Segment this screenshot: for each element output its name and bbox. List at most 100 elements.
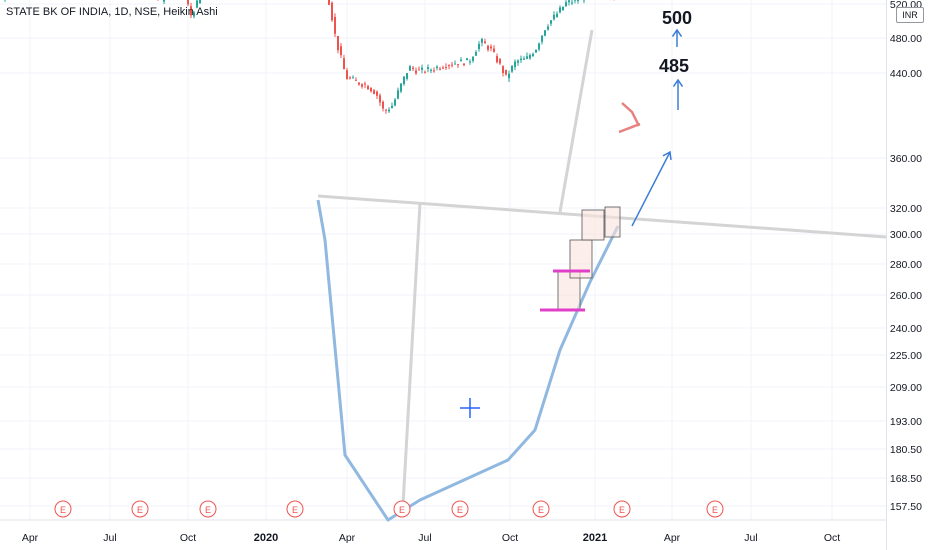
candle — [397, 87, 399, 100]
y-tick-label: 260.00 — [890, 290, 922, 302]
candle-body — [199, 0, 201, 4]
projection-arrow — [631, 150, 672, 227]
x-tick-label: 2021 — [583, 532, 607, 544]
candle — [565, 0, 567, 7]
candle — [451, 61, 453, 68]
candle-body — [400, 83, 402, 92]
candle — [364, 81, 366, 89]
candle — [418, 66, 420, 71]
earnings-circle — [451, 500, 469, 518]
candle-body — [430, 69, 432, 71]
projection-arrow — [672, 78, 684, 110]
candle-body — [397, 90, 399, 99]
y-tick-label: 440.00 — [890, 68, 922, 80]
candle — [514, 59, 516, 71]
y-tick-label: 280.00 — [890, 259, 922, 271]
consolidation-box — [569, 239, 593, 279]
arrow-head — [672, 78, 684, 88]
x-tick-label: Apr — [664, 532, 681, 544]
candle — [511, 65, 513, 73]
candle — [391, 102, 393, 109]
y-tick-label: 180.50 — [890, 444, 922, 456]
candle — [520, 55, 522, 63]
candle-body — [460, 59, 462, 62]
earnings-label: E — [399, 505, 405, 515]
earnings-circle — [706, 500, 724, 518]
candle-body — [478, 43, 480, 50]
candle-body — [364, 83, 366, 85]
x-tick-label: Jul — [103, 532, 116, 544]
currency-badge[interactable]: INR — [896, 7, 924, 23]
candle-body — [454, 63, 456, 65]
candle-body — [385, 109, 387, 111]
candle — [412, 65, 414, 71]
arrow-head — [662, 150, 672, 161]
candle-body — [406, 73, 408, 79]
candle-body — [340, 46, 342, 56]
earnings-circle — [393, 500, 411, 518]
candle-body — [361, 84, 363, 87]
candle — [481, 37, 483, 47]
candle — [568, 0, 570, 6]
candle-body — [418, 69, 420, 71]
earnings-label: E — [137, 505, 143, 515]
candle — [427, 64, 429, 73]
candle-body — [487, 45, 489, 50]
candle — [517, 59, 519, 66]
candle-body — [469, 61, 471, 63]
candle — [433, 67, 435, 73]
candle-body — [532, 53, 534, 57]
earnings-label: E — [538, 505, 544, 515]
candle-body — [424, 71, 426, 73]
candle-body — [484, 41, 486, 44]
candle — [388, 107, 390, 113]
candle — [523, 56, 525, 60]
candle — [196, 0, 198, 9]
candle-body — [541, 35, 543, 42]
candle-body — [373, 90, 375, 94]
candle-body — [382, 101, 384, 109]
candle-body — [352, 77, 354, 79]
candle-body — [523, 58, 525, 60]
candle — [505, 69, 507, 76]
y-tick-label: 240.00 — [890, 323, 922, 335]
candle — [394, 98, 396, 107]
candle — [499, 57, 501, 65]
candle — [379, 93, 381, 106]
candle — [472, 55, 474, 63]
candle-body — [475, 52, 477, 56]
candle — [547, 24, 549, 31]
x-tick-label: Jul — [744, 532, 757, 544]
candle — [157, 0, 159, 1]
candle-body — [505, 69, 507, 75]
candle-body — [394, 99, 396, 106]
candle-body — [493, 48, 495, 52]
candle — [361, 83, 363, 89]
candle-body — [337, 35, 339, 51]
y-tick-label: 193.00 — [890, 416, 922, 428]
candle — [526, 52, 528, 60]
candle-body — [163, 0, 165, 2]
candle — [337, 35, 339, 54]
candle-body — [334, 16, 336, 34]
candle — [424, 70, 426, 74]
earnings-circle — [613, 500, 631, 518]
candle-body — [346, 70, 348, 80]
candle — [400, 83, 402, 94]
x-tick-label: Apr — [339, 532, 356, 544]
candle — [406, 73, 408, 81]
earnings-label: E — [60, 505, 66, 515]
candle — [367, 84, 369, 90]
candle-body — [538, 43, 540, 50]
candle-body — [193, 12, 195, 17]
candle — [544, 29, 546, 37]
candle-body — [190, 6, 192, 16]
candle-body — [529, 55, 531, 59]
candle — [358, 82, 360, 86]
y-tick-label: 360.00 — [890, 153, 922, 165]
candle — [436, 65, 438, 71]
candle — [538, 42, 540, 52]
candle — [577, 0, 579, 4]
candle-body — [502, 66, 504, 73]
